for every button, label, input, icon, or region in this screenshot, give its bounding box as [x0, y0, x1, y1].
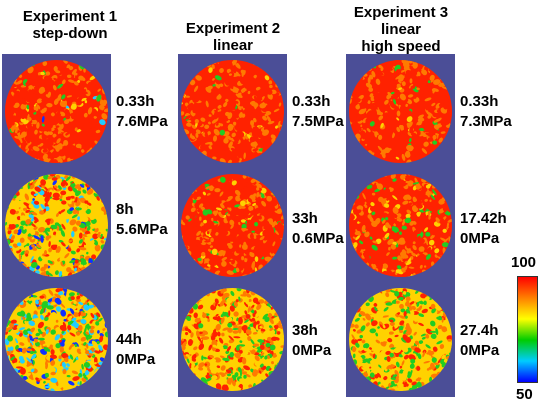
pressure-label: 0.6MPa	[292, 230, 344, 247]
experiment-2-disc-2	[181, 174, 284, 277]
experiment-3-disc-3	[349, 288, 452, 391]
experiment-1-panel-2-label: 8h 5.6MPa	[116, 200, 168, 240]
experiment-3-panel-2-label: 17.42h 0MPa	[460, 209, 507, 249]
pressure-label: 0MPa	[292, 342, 332, 359]
time-label: 8h	[116, 201, 134, 218]
time-label: 33h	[292, 210, 318, 227]
experiment-2-title-line2: linear	[212, 37, 254, 54]
experiment-3-panel-3-label: 27.4h 0MPa	[460, 321, 499, 361]
experiment-1-disc-2	[5, 174, 108, 277]
experiment-3-disc-1	[349, 60, 452, 163]
pressure-label: 0MPa	[460, 342, 500, 359]
experiment-3-disc-2	[349, 174, 452, 277]
texture-map	[349, 60, 452, 163]
experiment-2-title: Experiment 2 linear	[170, 20, 296, 54]
time-label: 27.4h	[460, 322, 499, 339]
time-label: 0.33h	[460, 93, 499, 110]
experiment-3-title: Experiment 3 linear high speed	[338, 4, 464, 55]
texture-map	[5, 174, 108, 277]
experiment-3-panel-1-label: 0.33h 7.3MPa	[460, 92, 512, 132]
time-label: 17.42h	[460, 210, 507, 227]
texture-map	[5, 60, 108, 163]
experiment-2-panel-3-label: 38h 0MPa	[292, 321, 331, 361]
pressure-label: 0MPa	[460, 230, 500, 247]
experiment-2-panel-1-label: 0.33h 7.5MPa	[292, 92, 344, 132]
experiment-1-strip	[2, 54, 111, 397]
time-label: 0.33h	[116, 93, 155, 110]
texture-map	[181, 288, 284, 391]
experiment-1-panel-3-label: 44h 0MPa	[116, 330, 155, 370]
texture-map	[349, 174, 452, 277]
experiment-3-title-line1: Experiment 3	[353, 4, 449, 21]
experiment-2-panel-2-label: 33h 0.6MPa	[292, 209, 344, 249]
experiment-1-title-line1: Experiment 1	[22, 8, 118, 25]
experiment-1-disc-3	[5, 288, 108, 391]
pressure-label: 0MPa	[116, 351, 156, 368]
colorbar	[517, 276, 538, 383]
texture-map	[181, 60, 284, 163]
experiment-2-disc-3	[181, 288, 284, 391]
pressure-label: 7.6MPa	[116, 113, 168, 130]
texture-map	[349, 288, 452, 391]
pressure-label: 7.5MPa	[292, 113, 344, 130]
experiment-2-title-line1: Experiment 2	[185, 20, 281, 37]
experiment-3-title-line2: linear	[380, 21, 422, 38]
texture-map	[5, 288, 108, 391]
experiment-3-title-line3: high speed	[361, 38, 441, 55]
time-label: 0.33h	[292, 93, 331, 110]
experiment-2-disc-1	[181, 60, 284, 163]
pressure-label: 7.3MPa	[460, 113, 512, 130]
colorbar-max-label: 100	[511, 254, 537, 271]
experiment-1-title: Experiment 1 step-down	[0, 8, 140, 42]
experiment-1-title-line2: step-down	[32, 25, 108, 42]
experiment-1-disc-1	[5, 60, 108, 163]
time-label: 44h	[116, 331, 142, 348]
time-label: 38h	[292, 322, 318, 339]
colorbar-min-label: 50	[516, 386, 533, 403]
texture-map	[181, 174, 284, 277]
experiment-1-panel-1-label: 0.33h 7.6MPa	[116, 92, 168, 132]
experiment-2-strip	[178, 54, 287, 397]
experiment-3-strip	[346, 54, 455, 397]
pressure-label: 5.6MPa	[116, 221, 168, 238]
